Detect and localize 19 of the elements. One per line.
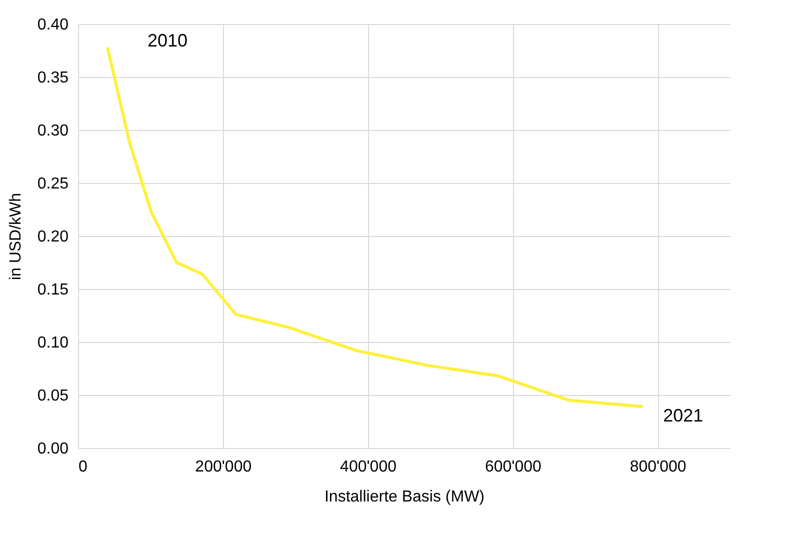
y-tick-label: 0.10 — [37, 334, 69, 352]
y-tick-label: 0.25 — [37, 176, 69, 192]
x-tick-label: 600'000 — [484, 458, 542, 476]
y-tick-label: 0.00 — [37, 440, 69, 458]
y-tick-label: 0.05 — [37, 388, 69, 404]
y-tick-label: 0.40 — [37, 16, 69, 34]
annotation: 2021 — [663, 406, 704, 426]
x-tick-label: 200'000 — [195, 458, 252, 476]
x-axis-title: Installierte Basis (MW) — [324, 488, 485, 506]
line-series — [106, 46, 645, 408]
annotation: 2010 — [147, 30, 188, 50]
y-axis-title: in USD/kWh — [7, 192, 24, 280]
y-tick-label: 0.20 — [37, 228, 69, 246]
x-tick-label: 400'000 — [340, 458, 397, 476]
y-tick-label: 0.35 — [37, 70, 69, 86]
x-tick-label: 0 — [78, 458, 88, 476]
y-tick-label: 0.30 — [37, 122, 69, 140]
x-tick-label: 800'000 — [630, 458, 686, 476]
y-tick-label: 0.15 — [37, 282, 69, 298]
